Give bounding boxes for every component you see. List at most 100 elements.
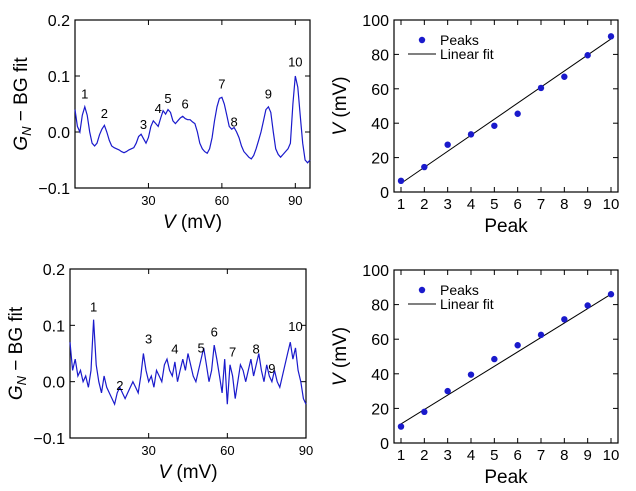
data-point <box>444 141 451 148</box>
y-tick-label: 20 <box>371 151 389 168</box>
legend-label-peaks: Peaks <box>440 32 479 48</box>
y-tick-label: 60 <box>371 332 389 349</box>
y-axis-label: V (mV) <box>330 76 351 135</box>
data-point <box>421 408 428 416</box>
data-point <box>421 163 428 171</box>
y-tick-label: 0 <box>380 185 389 202</box>
peak-label: 1 <box>90 299 97 314</box>
data-point <box>467 131 475 138</box>
legend-label-peaks: Peaks <box>440 282 479 298</box>
y-tick-label: 100 <box>362 13 389 30</box>
plot-frame <box>393 269 619 444</box>
x-tick-label: 3 <box>443 196 451 213</box>
peak-label: 6 <box>182 96 189 111</box>
data-point <box>584 302 591 309</box>
peak-label: 8 <box>253 342 260 357</box>
plot-frame <box>74 19 311 189</box>
chart-panel-top-right: 0 20 40 60 80 100 1 2 3 4 5 6 7 8 9 10 Peak V (mV) PeaksLi… <box>330 13 619 237</box>
y-tick-label: 40 <box>371 116 389 133</box>
x-tick-label: 9 <box>583 196 591 213</box>
x-axis-label: V (mV) <box>163 212 222 233</box>
peak-label: 5 <box>164 91 171 106</box>
y-tick-label: −0.1 <box>33 431 65 448</box>
data-point <box>514 342 521 349</box>
fit-line <box>400 38 612 184</box>
data-line <box>74 75 311 164</box>
x-tick-label: 5 <box>490 196 498 213</box>
peak-label: 2 <box>116 378 123 393</box>
peak-label: 6 <box>211 325 218 340</box>
x-tick-label: 8 <box>560 196 568 213</box>
y-tick-label: 0.0 <box>48 125 70 142</box>
data-point <box>584 52 591 59</box>
plot-frame <box>69 268 307 439</box>
y-tick-label: 0.0 <box>43 375 65 392</box>
x-tick-label: 4 <box>467 196 475 213</box>
peak-label: 1 <box>81 86 88 101</box>
x-tick-label: 10 <box>603 447 620 464</box>
y-tick-label: 0.1 <box>43 318 65 335</box>
x-axis-label: V (mV) <box>158 462 217 483</box>
legend-marker-peaks <box>418 36 426 44</box>
x-tick-label: 10 <box>603 196 620 213</box>
y-tick-label: −0.1 <box>38 181 70 198</box>
x-tick-label: 1 <box>397 447 405 464</box>
peak-label: 9 <box>265 86 272 101</box>
legend-marker-peaks <box>418 286 426 294</box>
y-axis-label: GN − BG fit <box>6 306 29 400</box>
data-point <box>561 316 568 323</box>
x-tick-label: 6 <box>513 447 521 464</box>
data-point <box>607 291 615 298</box>
data-point <box>444 387 451 395</box>
data-point <box>537 84 545 92</box>
peak-label: 4 <box>155 101 162 116</box>
x-tick-label: 7 <box>537 447 545 464</box>
x-tick-label: 2 <box>420 447 428 464</box>
fit-line <box>400 293 612 425</box>
peak-label: 9 <box>268 361 275 376</box>
x-tick-label: 9 <box>583 447 591 464</box>
x-tick-label: 30 <box>141 443 155 458</box>
y-tick-label: 0.2 <box>48 13 70 30</box>
y-axis-label: V (mV) <box>330 327 351 386</box>
data-point <box>467 371 475 378</box>
peak-label: 8 <box>230 114 237 129</box>
x-tick-label: 8 <box>560 447 568 464</box>
data-point <box>491 122 498 129</box>
peak-label: 3 <box>145 331 152 346</box>
y-tick-label: 0.1 <box>48 69 70 86</box>
peak-label: 3 <box>140 117 147 132</box>
y-tick-label: 80 <box>371 47 389 64</box>
peak-label: 7 <box>218 76 225 91</box>
y-tick-label: 40 <box>371 367 389 384</box>
x-tick-label: 2 <box>420 196 428 213</box>
x-tick-label: 90 <box>299 443 313 458</box>
chart-panel-bottom-right: 0 20 40 60 80 100 1 2 3 4 5 6 7 8 9 10 Peak V (mV) PeaksLi… <box>330 263 619 488</box>
plot-frame <box>393 19 619 193</box>
y-tick-label: 0.2 <box>43 262 65 279</box>
data-point <box>561 73 568 80</box>
y-tick-label: 0 <box>380 436 389 453</box>
data-point <box>607 33 615 40</box>
data-point <box>397 423 405 430</box>
data-point <box>397 177 405 185</box>
data-point <box>514 110 521 117</box>
y-axis-label: GN − BG fit <box>11 57 34 151</box>
y-tick-label: 60 <box>371 82 389 99</box>
peak-label: 10 <box>288 54 302 69</box>
x-tick-label: 30 <box>141 193 155 208</box>
legend-label-fit: Linear fit <box>440 296 494 312</box>
chart-panel-bottom-left: −0.1 0.0 0.1 0.2 30 60 90 V (mV) GN − BG fit 1 2 3 4… <box>6 262 313 483</box>
peak-label: 2 <box>101 106 108 121</box>
data-point <box>491 355 498 363</box>
peak-label: 7 <box>229 344 236 359</box>
y-tick-label: 80 <box>371 298 389 315</box>
y-tick-label: 20 <box>371 401 389 418</box>
x-tick-label: 4 <box>467 447 475 464</box>
x-tick-label: 6 <box>513 196 521 213</box>
x-tick-label: 3 <box>443 447 451 464</box>
peak-label: 4 <box>171 342 178 357</box>
x-tick-label: 90 <box>288 193 302 208</box>
x-axis-label: Peak <box>484 467 528 488</box>
